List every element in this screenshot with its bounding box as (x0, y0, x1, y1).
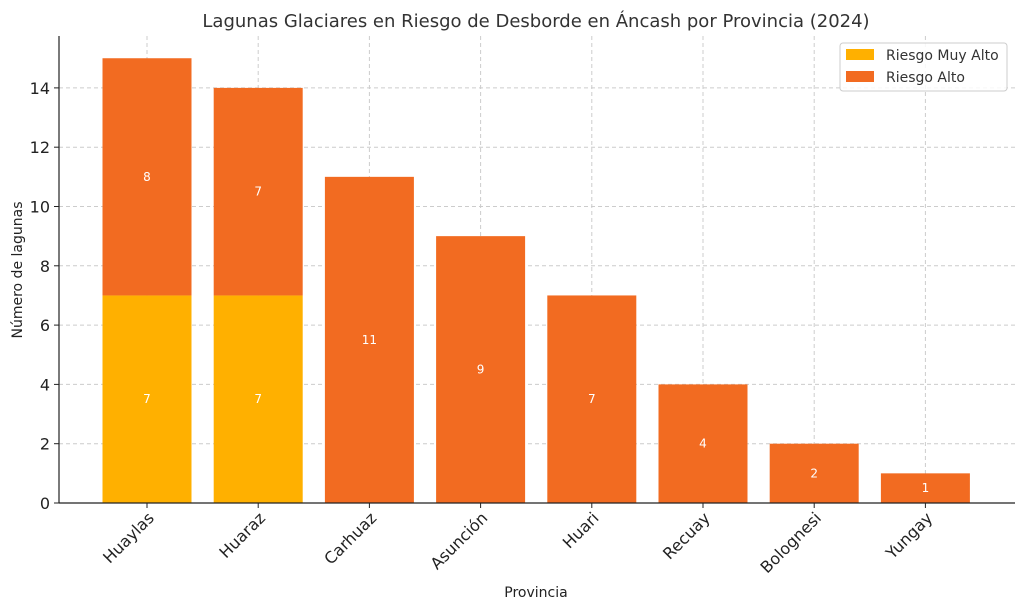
x-tick-label: Bolognesi (756, 508, 825, 577)
y-axis-label: Número de lagunas (10, 202, 26, 339)
bar-segment (658, 384, 748, 503)
y-tick-label: 8 (40, 257, 50, 276)
bar-segment (213, 87, 303, 296)
bar-segment (213, 295, 303, 503)
y-tick-label: 10 (30, 197, 50, 216)
y-tick-label: 12 (30, 138, 50, 157)
bar-value-label: 4 (699, 437, 707, 451)
bar-value-label: 7 (588, 392, 596, 406)
legend-label-riesgo-muy-alto: Riesgo Muy Alto (886, 48, 999, 64)
x-tick-label: Yungay (881, 508, 936, 563)
bars (102, 58, 970, 504)
legend-swatch-riesgo-muy-alto (846, 49, 874, 60)
x-axis-label: Provincia (504, 585, 567, 601)
bar-labels: 7 7 8 7 11 9 7 4 2 1 (143, 170, 929, 495)
y-tick-label: 2 (40, 435, 50, 454)
bar-value-label: 8 (143, 170, 151, 184)
x-tick-label: Huari (559, 508, 603, 552)
y-ticks: 0 2 4 6 8 10 12 14 (30, 79, 59, 513)
bar-value-label: 2 (810, 466, 818, 480)
bar-value-label: 9 (477, 363, 485, 377)
bar-segment (547, 295, 637, 503)
x-ticks: Huaylas Huaraz Carhuaz Asunción Huari Recuay B… (99, 503, 936, 577)
legend-swatch-riesgo-alto (846, 71, 874, 82)
bar-segment (102, 295, 192, 503)
y-tick-label: 14 (30, 79, 50, 98)
legend: Riesgo Muy Alto Riesgo Alto (839, 42, 1008, 92)
bar-value-label: 11 (362, 333, 377, 347)
legend-box (839, 42, 1008, 92)
bar-segment (324, 176, 414, 504)
bar-segment (436, 236, 526, 503)
y-tick-label: 4 (40, 375, 50, 394)
bar-value-label: 7 (254, 392, 262, 406)
bar-value-label: 1 (922, 481, 930, 495)
y-tick-label: 6 (40, 316, 50, 335)
bar-value-label: 7 (254, 185, 262, 199)
bar-segment (880, 473, 970, 503)
bar-value-label: 7 (143, 392, 151, 406)
bar-segment (102, 58, 192, 296)
bar-segment (769, 443, 859, 503)
x-tick-label: Huaylas (99, 508, 158, 567)
chart-title: Lagunas Glaciares en Riesgo de Desborde … (202, 10, 869, 32)
grid (59, 36, 1015, 503)
x-tick-label: Carhuaz (320, 508, 380, 568)
legend-label-riesgo-alto: Riesgo Alto (886, 70, 965, 86)
x-tick-label: Huaraz (215, 508, 269, 562)
x-tick-label: Recuay (659, 508, 714, 563)
y-tick-label: 0 (40, 494, 50, 513)
axes (58, 36, 1015, 504)
x-tick-label: Asunción (427, 508, 492, 573)
